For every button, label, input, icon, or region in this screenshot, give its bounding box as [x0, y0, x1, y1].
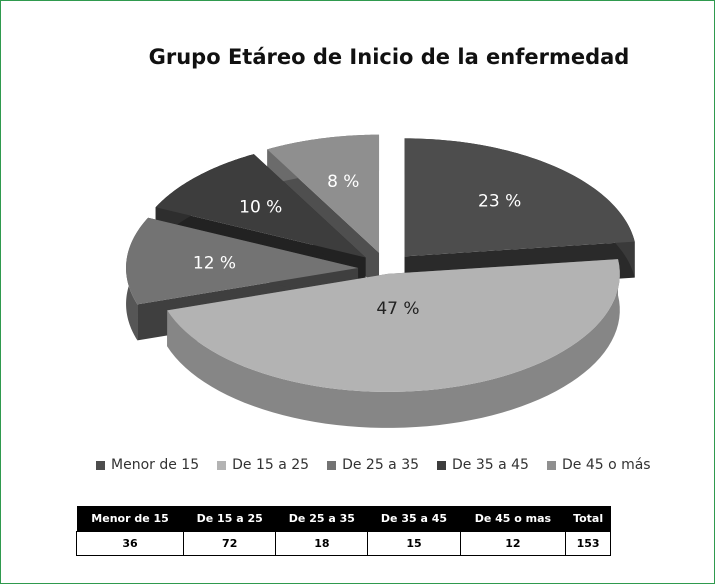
table-cell: 72	[183, 531, 277, 556]
table-cell: 18	[275, 531, 369, 556]
legend-item: Menor de 15	[96, 457, 199, 473]
legend-label: De 35 a 45	[452, 457, 529, 473]
pie-slice	[155, 154, 366, 258]
table-header-cell: Menor de 15	[76, 506, 184, 532]
table-header-cell: Total	[565, 506, 611, 532]
pie-slice	[167, 259, 620, 392]
legend-item: De 45 o más	[546, 457, 651, 473]
legend-label: De 45 o más	[561, 457, 651, 473]
data-label: 12 %	[193, 253, 236, 273]
legend-label: De 15 a 25	[232, 457, 310, 473]
pie-slice-side	[167, 259, 620, 428]
table-cell: 153	[565, 531, 611, 556]
table-header-cell: De 15 a 25	[183, 506, 276, 532]
legend-label: Menor de 15	[111, 457, 200, 473]
legend-swatch	[437, 460, 447, 470]
pie-slice	[126, 217, 359, 305]
table-body: 36 72 18 15 12 153	[75, 531, 611, 556]
data-table: Menor de 15 De 15 a 25 De 25 a 35 De 35 a 4…	[75, 506, 611, 556]
table-cell: 15	[367, 531, 461, 556]
data-label: 10 %	[239, 197, 282, 217]
table-row: 36 72 18 15 12 153	[75, 531, 611, 556]
legend-item: De 35 a 45	[437, 457, 529, 473]
data-label: 23 %	[478, 192, 521, 212]
legend-swatch	[96, 460, 105, 470]
legend-label: De 25 a 35	[342, 457, 420, 473]
pie-slice	[404, 138, 635, 257]
data-label: 8 %	[327, 172, 359, 192]
table-cell: 12	[459, 531, 567, 556]
table-cell: 36	[75, 531, 185, 556]
chart-title: Grupo Etáreo de Inicio de la enfermedad	[149, 45, 630, 69]
table-header-cell: De 25 a 35	[275, 506, 368, 532]
table-header-cell: De 45 o mas	[460, 506, 566, 532]
legend: Menor de 15 De 15 a 25 De 25 a 35 De 35 a 4…	[96, 457, 714, 473]
legend-swatch	[546, 460, 556, 470]
table-header-cell: De 35 a 45	[367, 506, 461, 532]
pie-slice	[267, 134, 380, 253]
legend-swatch	[327, 460, 337, 470]
table-header: Menor de 15 De 15 a 25 De 25 a 35 De 35 a 4…	[76, 506, 611, 532]
chart: Grupo Etáreo de Inicio de la enfermedad …	[126, 45, 635, 428]
data-label: 47 %	[376, 299, 419, 319]
legend-item: De 25 a 35	[327, 457, 419, 473]
legend-swatch	[217, 460, 227, 470]
legend-item: De 15 a 25	[217, 457, 309, 473]
